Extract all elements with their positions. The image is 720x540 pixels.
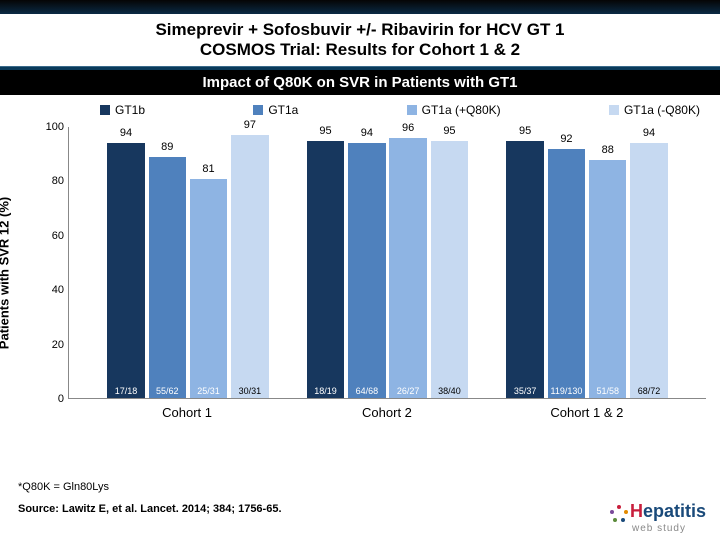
chart-bar: 9464/68 <box>348 143 385 398</box>
legend-item: GT1b <box>100 103 145 117</box>
y-tick: 80 <box>52 175 64 187</box>
hepatitis-logo: Hepatitis web study <box>610 501 706 534</box>
y-tick: 100 <box>46 121 64 133</box>
y-tick: 60 <box>52 230 64 242</box>
logo-dot <box>621 518 625 522</box>
bar-value-label: 95 <box>431 125 468 137</box>
bar-value-label: 96 <box>389 122 426 134</box>
bar-fraction-label: 64/68 <box>348 386 385 396</box>
bar-fraction-label: 26/27 <box>389 386 426 396</box>
logo-dot <box>617 505 621 509</box>
chart-bar: 92119/130 <box>548 149 585 398</box>
legend-label: GT1a (+Q80K) <box>422 103 501 117</box>
chart-legend: GT1b GT1a GT1a (+Q80K) GT1a (-Q80K) <box>100 103 700 117</box>
bar-value-label: 89 <box>149 141 186 153</box>
x-group-label: Cohort 1 & 2 <box>506 405 668 420</box>
chart-bar: 9535/37 <box>506 141 543 398</box>
legend-item: GT1a (-Q80K) <box>609 103 700 117</box>
chart-bar: 9518/19 <box>307 141 344 398</box>
bar-value-label: 88 <box>589 144 626 156</box>
bar-fraction-label: 55/62 <box>149 386 186 396</box>
logo-rest: epatitis <box>643 501 706 521</box>
bar-fraction-label: 17/18 <box>107 386 144 396</box>
logo-dot <box>624 510 628 514</box>
chart-bar: 8851/58 <box>589 160 626 398</box>
legend-swatch <box>407 105 417 115</box>
x-axis-groups: Cohort 1 Cohort 2 Cohort 1 & 2 <box>68 405 706 425</box>
bar-fraction-label: 68/72 <box>630 386 667 396</box>
bar-fraction-label: 18/19 <box>307 386 344 396</box>
bar-value-label: 94 <box>348 127 385 139</box>
logo-dot <box>610 510 614 514</box>
legend-swatch <box>253 105 263 115</box>
legend-label: GT1a (-Q80K) <box>624 103 700 117</box>
header-top-strip <box>0 0 720 14</box>
legend-label: GT1a <box>268 103 298 117</box>
bar-value-label: 92 <box>548 133 585 145</box>
footnote: *Q80K = Gln80Lys <box>18 481 720 493</box>
chart-bar: 9538/40 <box>431 141 468 398</box>
bar-fraction-label: 25/31 <box>190 386 227 396</box>
chart-area: GT1bGT1aGT1a (+Q80K)GT1a (-Q80K) Patient… <box>10 103 710 443</box>
y-axis-label: Patients with SVR 12 (%) <box>0 197 12 349</box>
logo-dot <box>613 518 617 522</box>
title-line-2: COSMOS Trial: Results for Cohort 1 & 2 <box>60 40 660 60</box>
legend-item: GT1a (+Q80K) <box>407 103 501 117</box>
y-tick: 0 <box>58 393 64 405</box>
bar-fraction-label: 38/40 <box>431 386 468 396</box>
y-tick: 20 <box>52 339 64 351</box>
chart-plot: 9417/188955/628125/319730/319518/199464/… <box>68 127 706 399</box>
title-box: Simeprevir + Sofosbuvir +/- Ribavirin fo… <box>0 14 720 66</box>
chart-bar: 9417/18 <box>107 143 144 398</box>
title-line-1: Simeprevir + Sofosbuvir +/- Ribavirin fo… <box>60 20 660 40</box>
legend-label: GT1b <box>115 103 145 117</box>
bar-value-label: 94 <box>107 127 144 139</box>
legend-swatch <box>609 105 619 115</box>
y-tick: 40 <box>52 284 64 296</box>
bar-fraction-label: 30/31 <box>231 386 268 396</box>
bar-fraction-label: 119/130 <box>548 386 585 396</box>
y-axis-ticks: 020406080100 <box>38 127 68 399</box>
x-group-label: Cohort 2 <box>306 405 468 420</box>
logo-subtitle: web study <box>632 523 706 534</box>
chart-bar: 8955/62 <box>149 157 186 398</box>
chart-bar: 9468/72 <box>630 143 667 398</box>
bar-value-label: 81 <box>190 163 227 175</box>
bar-fraction-label: 35/37 <box>506 386 543 396</box>
bar-value-label: 95 <box>307 125 344 137</box>
x-group-label: Cohort 1 <box>106 405 268 420</box>
legend-item: GT1a <box>253 103 298 117</box>
bar-value-label: 95 <box>506 125 543 137</box>
bar-value-label: 97 <box>231 119 268 131</box>
subtitle-bar: Impact of Q80K on SVR in Patients with G… <box>0 70 720 95</box>
bar-fraction-label: 51/58 <box>589 386 626 396</box>
logo-letter-h: H <box>630 501 643 521</box>
legend-swatch <box>100 105 110 115</box>
bar-value-label: 94 <box>630 127 667 139</box>
chart-bar: 9626/27 <box>389 138 426 398</box>
chart-bar: 8125/31 <box>190 179 227 399</box>
chart-bar: 9730/31 <box>231 135 268 398</box>
logo-dots-icon <box>610 505 628 523</box>
